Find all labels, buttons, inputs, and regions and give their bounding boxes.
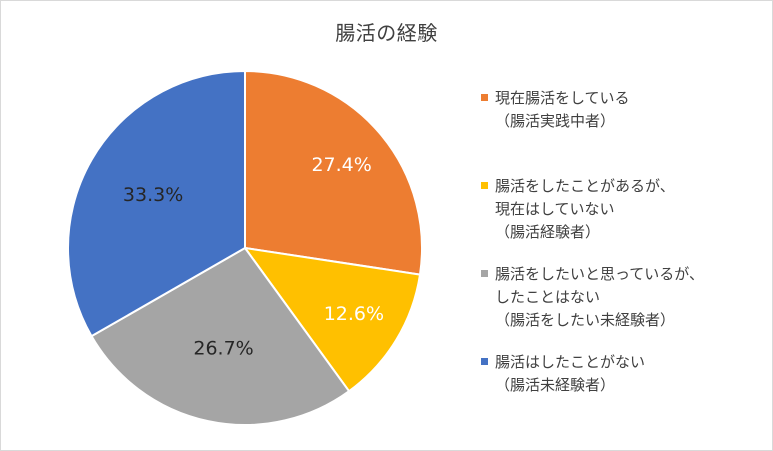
pie-slice-never	[67, 70, 246, 338]
legend-swatch-never	[481, 358, 488, 365]
data-label-never: 33.3%	[123, 184, 183, 206]
legend-label-practicing: 現在腸活をしている （腸活実践中者）	[495, 89, 630, 130]
pie-data-labels: 27.4% 12.6% 26.7% 33.3%	[123, 154, 384, 359]
legend-swatch-experienced	[481, 182, 488, 189]
legend-label-never: 腸活はしたことがない （腸活未経験者）	[495, 353, 646, 394]
pie-slice-practicing	[244, 70, 423, 276]
data-label-want-to-try: 26.7%	[193, 337, 253, 359]
data-label-practicing: 27.4%	[311, 154, 371, 176]
legend-swatch-practicing	[481, 94, 488, 101]
chart-title: 腸活の経験	[335, 21, 438, 45]
pie-slice-want-to-try	[90, 247, 351, 426]
legend-label-want-to-try: 腸活をしたいと思っているが、 したことはない （腸活をしたい未経験者）	[495, 265, 704, 329]
legend-swatch-want-to-try	[481, 270, 488, 277]
pie-slice-experienced	[244, 247, 421, 393]
pie-slices	[67, 70, 423, 426]
legend-label-experienced: 腸活をしたことがあるが、 現在はしていない （腸活経験者）	[495, 177, 675, 241]
data-label-experienced: 12.6%	[324, 303, 384, 325]
